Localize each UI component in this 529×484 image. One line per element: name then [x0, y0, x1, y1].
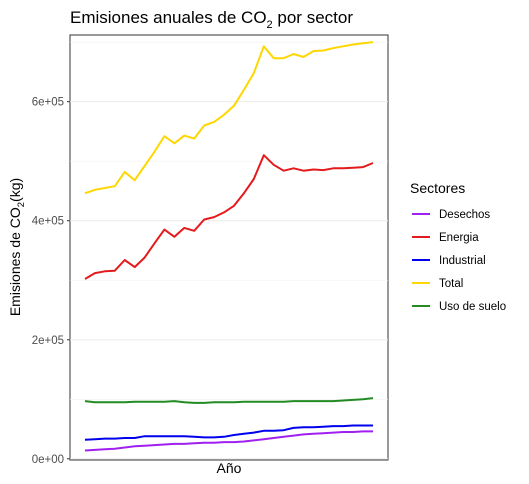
legend-label-energia: Energia: [439, 232, 479, 244]
legend: Desechos Energia Industrial Total Uso de sue…: [412, 209, 506, 313]
series-line-energia: [84, 154, 374, 280]
legend-label-industrial: Industrial: [439, 255, 486, 267]
x-axis-title: Año: [217, 460, 242, 476]
legend-title: Sectores: [410, 180, 465, 196]
series-line-desechos: [84, 430, 373, 452]
grid-lines: [70, 41, 388, 460]
legend-item-industrial: Industrial: [412, 255, 486, 267]
y-tick-label: 2e+05: [32, 335, 64, 347]
chart-title: Emisiones anuales de CO2 por sector: [70, 8, 353, 31]
legend-item-uso-de-suelo: Uso de suelo: [412, 301, 506, 313]
legend-label-total: Total: [439, 278, 463, 290]
series-line-uso-de-suelo: [84, 397, 374, 404]
y-tick-label: 0e+00: [32, 454, 64, 466]
legend-item-desechos: Desechos: [412, 209, 490, 221]
series-line-industrial: [84, 424, 373, 441]
legend-item-energia: Energia: [412, 232, 479, 244]
y-tick-label: 6e+05: [32, 97, 64, 109]
legend-label-desechos: Desechos: [439, 209, 490, 221]
legend-item-total: Total: [412, 278, 463, 290]
plot-panel: [69, 34, 389, 461]
y-tick-label: 4e+05: [32, 216, 64, 228]
y-axis-title: Emisiones de CO2(kg): [7, 178, 27, 316]
series-lines: [84, 41, 374, 452]
legend-label-uso-de-suelo: Uso de suelo: [439, 301, 506, 313]
y-axis-ticks: 0e+00 2e+05 4e+05 6e+05: [32, 97, 70, 466]
series-line-total: [84, 41, 374, 195]
